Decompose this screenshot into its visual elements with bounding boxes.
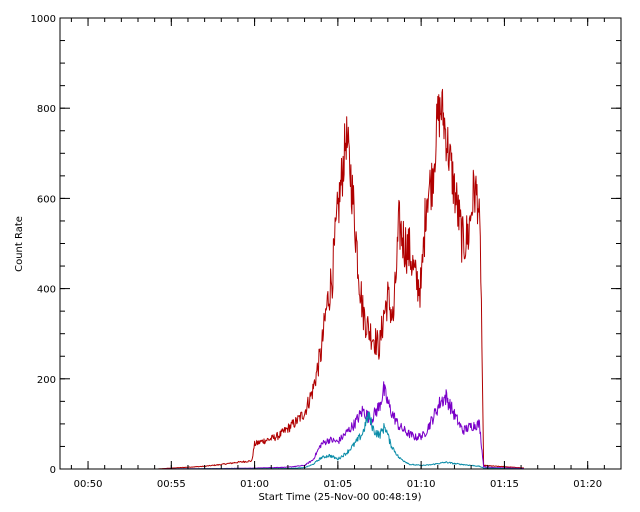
series-line-1 bbox=[157, 381, 524, 470]
x-tick-label: 01:05 bbox=[323, 479, 352, 490]
x-axis: 00:50 00:55 01:00 01:05 01:10 01:15 01:20 bbox=[70, 18, 622, 490]
x-tick-label: 00:50 bbox=[74, 479, 103, 490]
x-tick-label: 01:00 bbox=[240, 479, 269, 490]
series-line-0 bbox=[157, 88, 524, 470]
y-tick-label: 1000 bbox=[31, 14, 56, 25]
x-axis-title: Start Time (25-Nov-00 00:48:19) bbox=[258, 492, 421, 503]
x-tick-label: 01:20 bbox=[573, 479, 602, 490]
series-layer bbox=[157, 88, 524, 470]
y-tick-label: 800 bbox=[37, 104, 56, 115]
y-tick-label: 600 bbox=[37, 194, 56, 205]
x-tick-label: 00:55 bbox=[157, 479, 186, 490]
y-tick-label: 200 bbox=[37, 375, 56, 386]
x-tick-label: 01:15 bbox=[490, 479, 519, 490]
y-tick-label: 400 bbox=[37, 285, 56, 296]
y-tick-label: 0 bbox=[50, 465, 56, 476]
y-axis: 0 200 400 600 800 1000 bbox=[31, 14, 621, 476]
y-axis-title: Count Rate bbox=[14, 216, 25, 272]
x-tick-label: 01:10 bbox=[407, 479, 436, 490]
plot-frame bbox=[59, 17, 622, 470]
